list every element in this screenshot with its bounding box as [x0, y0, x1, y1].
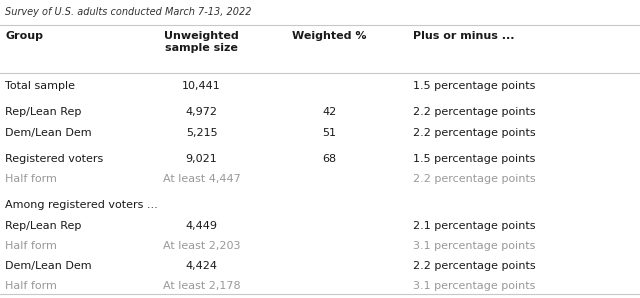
Text: 2.2 percentage points: 2.2 percentage points [413, 107, 536, 117]
Text: Rep/Lean Rep: Rep/Lean Rep [5, 107, 81, 117]
Text: 2.2 percentage points: 2.2 percentage points [413, 174, 536, 184]
Text: Plus or minus ...: Plus or minus ... [413, 31, 515, 41]
Text: 4,424: 4,424 [186, 261, 218, 271]
Text: 4,449: 4,449 [186, 221, 218, 231]
Text: At least 2,203: At least 2,203 [163, 241, 241, 251]
Text: 5,215: 5,215 [186, 128, 218, 138]
Text: Registered voters: Registered voters [5, 154, 104, 164]
Text: Unweighted
sample size: Unweighted sample size [164, 31, 239, 53]
Text: Half form: Half form [5, 174, 57, 184]
Text: Total sample: Total sample [5, 81, 75, 91]
Text: Dem/Lean Dem: Dem/Lean Dem [5, 261, 92, 271]
Text: Half form: Half form [5, 241, 57, 251]
Text: 9,021: 9,021 [186, 154, 218, 164]
Text: 3.1 percentage points: 3.1 percentage points [413, 281, 535, 291]
Text: 3.1 percentage points: 3.1 percentage points [413, 241, 535, 251]
Text: 4,972: 4,972 [186, 107, 218, 117]
Text: 42: 42 [323, 107, 337, 117]
Text: 1.5 percentage points: 1.5 percentage points [413, 154, 535, 164]
Text: 2.2 percentage points: 2.2 percentage points [413, 261, 536, 271]
Text: Group: Group [5, 31, 43, 41]
Text: 2.2 percentage points: 2.2 percentage points [413, 128, 536, 138]
Text: Among registered voters ...: Among registered voters ... [5, 200, 158, 210]
Text: Survey of U.S. adults conducted March 7-13, 2022: Survey of U.S. adults conducted March 7-… [5, 7, 252, 18]
Text: 68: 68 [323, 154, 337, 164]
Text: 10,441: 10,441 [182, 81, 221, 91]
Text: Half form: Half form [5, 281, 57, 291]
Text: Dem/Lean Dem: Dem/Lean Dem [5, 128, 92, 138]
Text: Rep/Lean Rep: Rep/Lean Rep [5, 221, 81, 231]
Text: At least 2,178: At least 2,178 [163, 281, 241, 291]
Text: 1.5 percentage points: 1.5 percentage points [413, 81, 535, 91]
Text: Weighted %: Weighted % [292, 31, 367, 41]
Text: 51: 51 [323, 128, 337, 138]
Text: 2.1 percentage points: 2.1 percentage points [413, 221, 535, 231]
Text: At least 4,447: At least 4,447 [163, 174, 241, 184]
